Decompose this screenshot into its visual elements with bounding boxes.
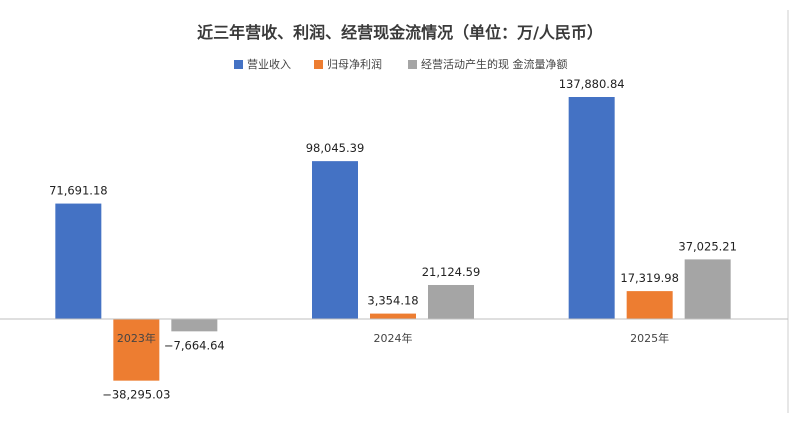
bar-1-2 [312,161,358,319]
legend-label-1: 营业收入 [247,57,291,71]
category-labels: 2023年 2024年 2025年 [117,331,669,345]
data-label-2-1: −38,295.03 [102,388,170,402]
data-label-1-1: 71,691.18 [49,184,108,198]
bar-2-2 [370,313,416,319]
bar-3-2 [428,284,474,319]
data-label-1-3: 137,880.84 [559,77,625,91]
category-label-1: 2023年 [117,331,156,345]
data-label-3-3: 37,025.21 [678,239,737,253]
bar-1-3 [568,97,615,319]
legend-label-2: 归母净利润 [327,57,382,71]
bar-1-1 [55,203,102,319]
bar-3-1 [171,319,218,332]
legend-swatch-1 [234,60,243,69]
category-label-3: 2025年 [630,331,669,345]
legend-swatch-2 [314,60,323,69]
data-label-2-3: 17,319.98 [620,271,679,285]
legend-label-3: 经营活动产生的现 金流量净额 [421,57,568,71]
category-label-2: 2024年 [374,331,413,345]
bar-2-1 [113,319,160,381]
chart-title: 近三年营收、利润、经营现金流情况（单位：万/人民币） [197,23,603,42]
data-label-3-1: −7,664.64 [164,338,225,352]
data-label-3-2: 21,124.59 [422,265,481,279]
bars [55,97,731,381]
data-label-2-2: 3,354.18 [367,294,418,308]
value-labels: 71,691.18 −38,295.03 −7,664.64 98,045.39 3,3… [49,77,737,402]
legend: 营业收入 归母净利润 经营活动产生的现 金流量净额 [234,57,568,71]
legend-swatch-3 [408,60,417,69]
bar-2-3 [626,291,673,319]
data-label-1-2: 98,045.39 [306,141,365,155]
bar-3-3 [684,259,731,319]
